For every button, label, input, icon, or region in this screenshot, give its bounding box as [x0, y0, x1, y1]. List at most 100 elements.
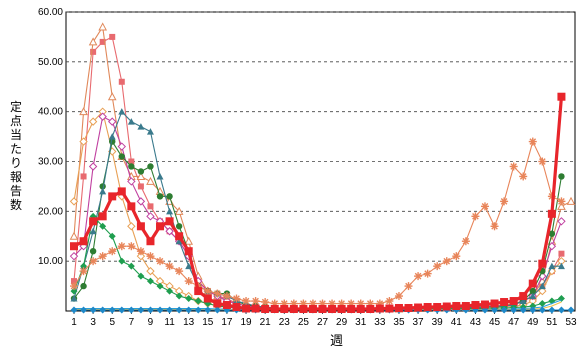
- data-point: [548, 262, 556, 270]
- data-point: [548, 306, 556, 314]
- data-point: [471, 301, 480, 310]
- data-point: [108, 306, 116, 314]
- data-point: [175, 267, 184, 276]
- y-tick-label: 50.00: [38, 57, 63, 68]
- data-point: [136, 171, 146, 180]
- x-tick-label: 47: [508, 317, 520, 328]
- data-point: [567, 306, 575, 314]
- data-point: [127, 242, 136, 251]
- data-point: [538, 157, 547, 166]
- data-point: [270, 305, 279, 314]
- data-point: [166, 193, 173, 200]
- data-point: [232, 303, 241, 312]
- x-tick-label: 51: [546, 317, 558, 328]
- data-point: [89, 257, 98, 266]
- data-point: [528, 137, 537, 146]
- data-point: [242, 304, 251, 313]
- data-point: [185, 262, 193, 270]
- series-line: [73, 141, 562, 305]
- data-point: [175, 237, 183, 245]
- data-point: [557, 262, 565, 270]
- x-tick-label: 31: [355, 317, 367, 328]
- data-point: [185, 306, 193, 314]
- data-point: [261, 305, 270, 314]
- data-point: [146, 176, 155, 185]
- data-point: [452, 302, 461, 311]
- y-tick-label: 60.00: [38, 7, 63, 18]
- data-point: [538, 300, 546, 308]
- data-point: [70, 242, 78, 251]
- data-point: [414, 303, 423, 312]
- data-point: [519, 292, 528, 301]
- data-point: [433, 303, 442, 312]
- data-point: [175, 232, 184, 241]
- data-point: [89, 248, 97, 255]
- data-point: [127, 222, 136, 231]
- data-point: [146, 128, 154, 135]
- data-point: [500, 306, 508, 314]
- data-point: [79, 107, 88, 116]
- x-tick-label: 41: [451, 317, 463, 328]
- data-point: [528, 279, 537, 288]
- data-point: [70, 306, 78, 314]
- x-tick-label: 37: [413, 317, 425, 328]
- data-point: [146, 237, 155, 246]
- data-point: [558, 173, 565, 180]
- data-point: [222, 292, 231, 301]
- x-tick-label: 49: [527, 317, 539, 328]
- x-tick-label: 13: [183, 317, 195, 328]
- data-point: [538, 286, 547, 296]
- data-point: [69, 251, 79, 261]
- data-point: [213, 299, 222, 308]
- data-point: [107, 92, 117, 101]
- x-tick-label: 45: [489, 317, 501, 328]
- data-point: [404, 282, 413, 291]
- series-line: [73, 36, 562, 310]
- data-point: [118, 306, 126, 314]
- data-point: [175, 292, 183, 300]
- data-point: [529, 287, 536, 295]
- data-point: [194, 297, 202, 305]
- data-point: [557, 217, 566, 226]
- data-point: [538, 259, 547, 268]
- data-point: [137, 123, 145, 130]
- series-line: [73, 215, 562, 310]
- data-point: [146, 212, 155, 221]
- y-tick-label: 30.00: [38, 157, 63, 168]
- x-tick-label: 19: [240, 317, 252, 328]
- x-tick-label: 25: [298, 317, 310, 328]
- data-point: [194, 287, 203, 296]
- data-point: [184, 277, 193, 286]
- data-point: [88, 37, 98, 46]
- data-point: [99, 306, 107, 314]
- data-point: [394, 304, 403, 313]
- data-point: [222, 301, 231, 310]
- data-point: [99, 222, 107, 230]
- data-point: [480, 202, 489, 211]
- data-point: [538, 306, 546, 314]
- x-tick-label: 15: [202, 317, 214, 328]
- data-point: [347, 305, 356, 314]
- data-point: [80, 306, 88, 314]
- data-point: [118, 153, 125, 160]
- data-point: [471, 212, 480, 221]
- data-point: [442, 257, 451, 266]
- data-point: [500, 197, 509, 206]
- x-tick-label: 33: [374, 317, 386, 328]
- data-point: [328, 305, 337, 314]
- data-point: [491, 306, 499, 314]
- data-point: [70, 287, 78, 295]
- data-point: [118, 108, 126, 115]
- data-point: [127, 177, 136, 186]
- data-point: [414, 272, 423, 281]
- data-point: [175, 306, 183, 314]
- y-axis-label: 定点当たり報告数: [9, 100, 22, 212]
- data-point: [137, 272, 145, 280]
- data-point: [174, 206, 184, 215]
- data-point: [88, 162, 98, 171]
- data-point: [71, 278, 77, 285]
- data-point: [557, 197, 566, 206]
- data-point: [146, 277, 154, 285]
- data-point: [156, 257, 165, 266]
